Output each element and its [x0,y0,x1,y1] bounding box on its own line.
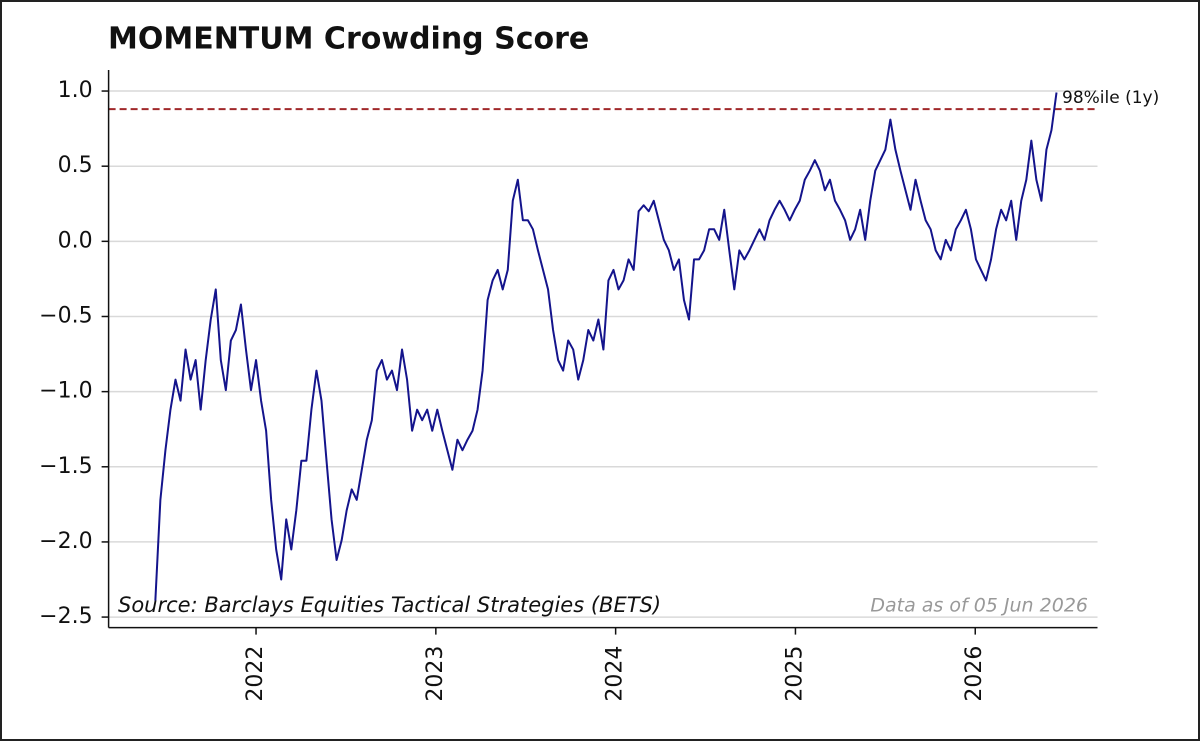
grid [108,90,1098,618]
y-tick-label: −2.5 [39,604,92,629]
chart-title: MOMENTUM Crowding Score [108,22,589,57]
reference-label: 98%ile (1y) [1062,88,1159,108]
y-tick-label: −0.5 [39,303,92,328]
y-tick-label: 0.5 [58,153,93,178]
y-tick-label: −2.0 [39,529,92,554]
plot: 98%ile (1y) [108,88,1159,601]
data-line [154,92,1058,601]
date-note: Data as of 05 Jun 2026 [870,595,1088,617]
y-tick-label: 0.0 [58,228,93,253]
x-tick-label: 2024 [603,646,628,702]
x-tick-label: 2025 [782,646,807,702]
x-tick-label: 2022 [243,646,268,702]
y-tick-label: 1.0 [58,78,93,103]
y-tick-label: −1.5 [39,454,92,479]
x-tick-label: 2023 [423,646,448,702]
y-tick-label: −1.0 [39,379,92,404]
x-tick-label: 2026 [962,646,987,702]
source-note: Source: Barclays Equities Tactical Strat… [118,593,661,617]
